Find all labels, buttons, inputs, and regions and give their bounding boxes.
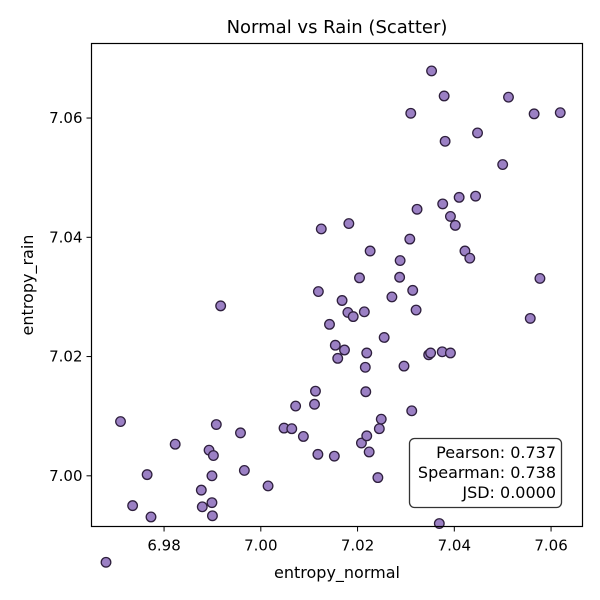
jsd-stat: JSD: 0.0000 <box>461 483 556 502</box>
chart-title: Normal vs Rain (Scatter) <box>227 17 448 38</box>
data-point <box>336 295 348 306</box>
data-point <box>207 450 219 461</box>
data-point <box>195 484 207 496</box>
data-point <box>297 431 309 442</box>
data-point <box>343 218 355 230</box>
data-point <box>115 416 126 428</box>
data-point <box>215 300 227 312</box>
x-tick-label: 7.04 <box>438 537 471 555</box>
data-point <box>329 339 341 351</box>
y-axis-ticks: 7.00 7.02 7.04 7.06 <box>49 109 92 485</box>
points-layer <box>100 65 566 568</box>
data-point <box>405 107 417 119</box>
data-point <box>100 556 112 568</box>
data-point <box>238 465 250 476</box>
data-point <box>398 360 410 372</box>
data-point <box>310 385 321 397</box>
data-point <box>453 191 465 203</box>
data-point <box>290 400 302 412</box>
data-point <box>332 352 344 364</box>
x-tick-label: 6.98 <box>147 537 180 555</box>
data-point <box>386 291 398 303</box>
plot-area-frame <box>90 42 584 528</box>
data-point <box>438 90 450 102</box>
data-point <box>437 198 449 210</box>
data-point <box>378 332 390 343</box>
pearson-stat: Pearson: 0.737 <box>436 443 556 462</box>
data-point <box>358 306 370 318</box>
data-point <box>470 190 482 202</box>
data-point <box>444 347 456 359</box>
x-tick-label: 7.00 <box>244 537 277 555</box>
data-point <box>404 233 416 245</box>
stats-annotation-box: Pearson: 0.737 Spearman: 0.738 JSD: 0.00… <box>408 437 563 509</box>
stats-box-frame <box>408 437 563 509</box>
data-point <box>410 304 422 316</box>
data-point <box>169 438 181 450</box>
data-point <box>355 437 367 449</box>
spearman-stat: Spearman: 0.738 <box>418 463 556 482</box>
data-point <box>363 446 375 458</box>
data-point <box>406 405 418 417</box>
data-point <box>449 219 461 231</box>
x-tick-label: 7.02 <box>341 537 374 555</box>
data-point <box>361 430 373 442</box>
data-point <box>444 210 456 222</box>
data-point <box>328 450 340 462</box>
data-point <box>360 386 372 398</box>
data-point <box>528 108 540 120</box>
data-point <box>206 510 218 522</box>
y-tick-label: 7.02 <box>49 348 82 366</box>
data-point <box>503 91 514 103</box>
data-point <box>196 501 208 513</box>
data-point <box>262 480 274 492</box>
data-point <box>127 500 139 512</box>
data-point <box>312 286 324 298</box>
data-point <box>315 223 327 235</box>
data-point <box>359 361 371 373</box>
x-axis-label: entropy_normal <box>274 563 400 583</box>
data-point <box>145 511 157 523</box>
data-point <box>411 203 423 215</box>
data-point <box>324 318 335 330</box>
data-point <box>373 423 385 435</box>
data-point <box>439 135 451 147</box>
data-point <box>464 252 476 264</box>
y-tick-label: 7.04 <box>49 228 82 246</box>
data-point <box>534 272 546 284</box>
data-point <box>141 469 153 481</box>
data-point <box>309 398 320 410</box>
data-point <box>286 423 298 435</box>
y-axis-label: entropy_rain <box>18 235 38 336</box>
data-point <box>524 312 536 324</box>
data-point <box>210 419 222 430</box>
y-tick-label: 7.00 <box>49 467 82 485</box>
data-point <box>206 470 218 482</box>
data-point <box>425 347 437 359</box>
data-point <box>361 347 373 359</box>
data-point <box>426 65 438 77</box>
data-point <box>339 344 350 356</box>
data-point <box>394 271 406 283</box>
data-point <box>364 245 376 257</box>
data-point <box>372 472 384 484</box>
data-point <box>554 107 566 119</box>
data-point <box>394 255 406 266</box>
data-point <box>206 497 218 509</box>
y-tick-label: 7.06 <box>49 109 82 127</box>
data-point <box>407 284 419 296</box>
data-point <box>347 311 359 323</box>
data-point <box>235 427 246 439</box>
data-point <box>354 272 365 284</box>
data-point <box>312 448 324 460</box>
data-point <box>375 413 387 425</box>
x-tick-label: 7.06 <box>534 537 567 555</box>
data-point <box>472 127 483 139</box>
x-axis-ticks: 6.98 7.00 7.02 7.04 7.06 <box>147 526 568 555</box>
data-point <box>497 159 509 171</box>
